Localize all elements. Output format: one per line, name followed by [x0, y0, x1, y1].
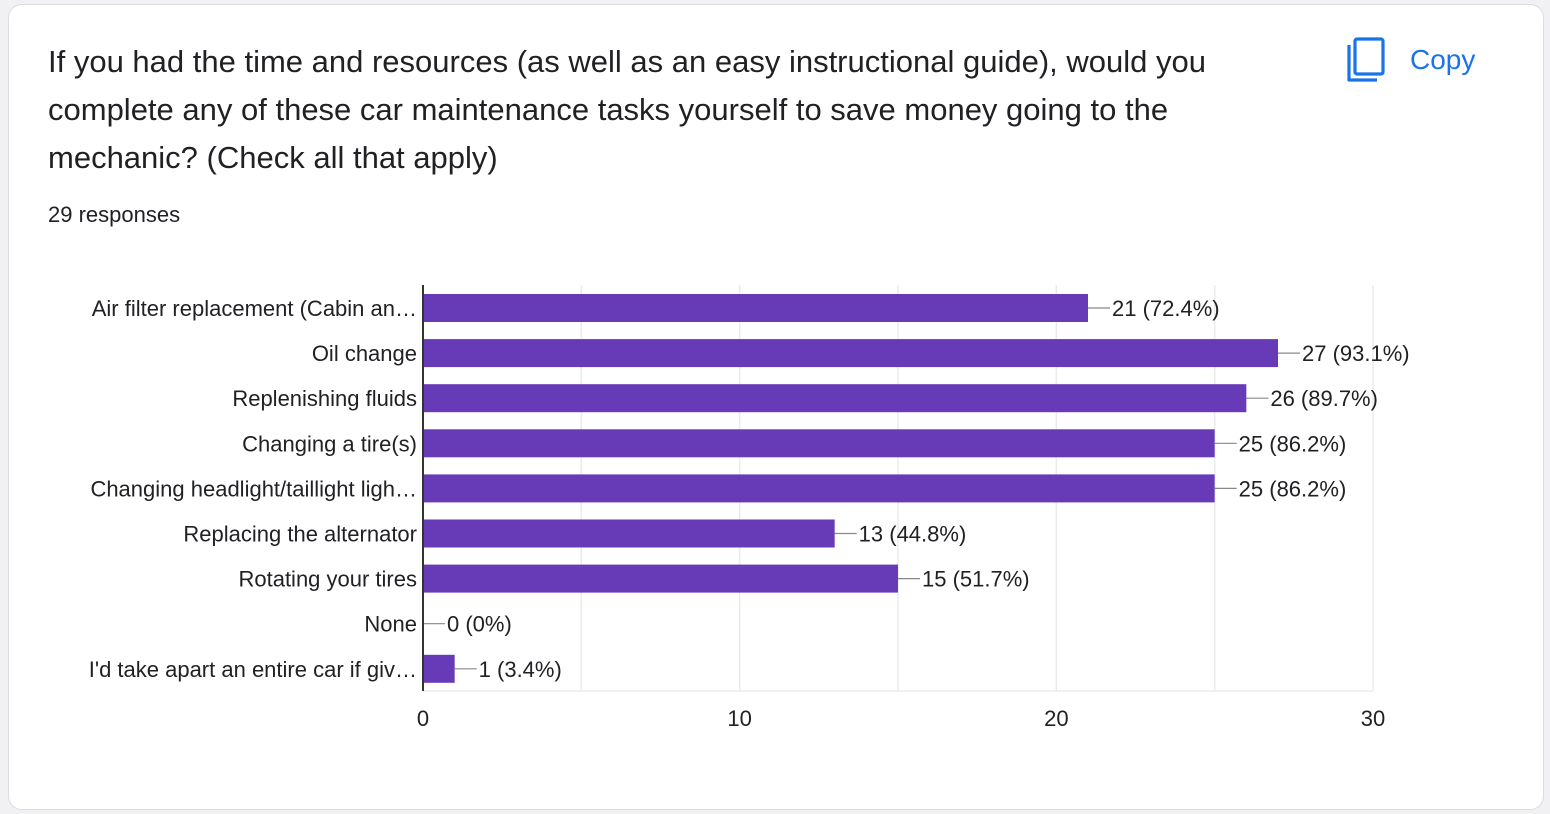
x-tick-label: 30 [1361, 706, 1385, 731]
bar [423, 474, 1215, 503]
data-label: 1 (3.4%) [479, 657, 562, 682]
copy-icon [1346, 37, 1386, 83]
bar [423, 339, 1278, 368]
category-label: I'd take apart an entire car if giv… [89, 657, 417, 682]
data-label: 13 (44.8%) [859, 522, 967, 547]
data-label: 21 (72.4%) [1112, 296, 1220, 321]
data-label: 0 (0%) [447, 612, 512, 637]
bar [423, 654, 455, 683]
question-title: If you had the time and resources (as we… [48, 44, 1206, 175]
bar [423, 294, 1088, 322]
data-label: 26 (89.7%) [1270, 386, 1378, 411]
category-label: Oil change [312, 341, 417, 366]
category-label: Replenishing fluids [232, 386, 417, 411]
x-tick-label: 10 [727, 706, 751, 731]
category-label: Rotating your tires [238, 567, 417, 592]
copy-label: Copy [1410, 44, 1476, 75]
x-tick-label: 20 [1044, 706, 1068, 731]
bar [423, 564, 898, 593]
data-label: 27 (93.1%) [1302, 341, 1410, 366]
data-label: 25 (86.2%) [1239, 431, 1347, 456]
category-label: Replacing the alternator [183, 522, 417, 547]
bar [423, 429, 1215, 458]
data-label: 25 (86.2%) [1239, 476, 1347, 501]
copy-button[interactable]: Copy [1346, 34, 1475, 86]
data-label: 15 (51.7%) [922, 567, 1030, 592]
category-label: None [364, 612, 417, 637]
category-label: Changing headlight/taillight ligh… [90, 476, 417, 501]
category-label: Air filter replacement (Cabin an… [92, 296, 417, 321]
bar [423, 519, 835, 548]
x-tick-label: 0 [417, 706, 429, 731]
response-count: 29 responses [48, 202, 181, 227]
bar [423, 384, 1247, 413]
category-label: Changing a tire(s) [242, 431, 417, 456]
